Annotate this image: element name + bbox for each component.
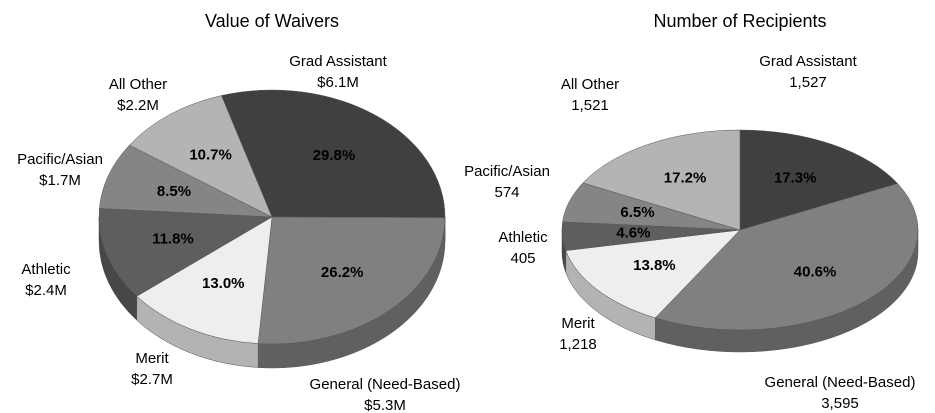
slice-percent-label: 13.0% <box>202 275 245 292</box>
slice-amount-label: 405 <box>510 250 535 267</box>
pie-slice <box>128 95 273 218</box>
slice-category-label: Grad Assistant <box>759 53 857 70</box>
slice-percent-label: 4.6% <box>616 225 650 242</box>
slice-category-label: Pacific/Asian <box>464 163 550 180</box>
pie-slice <box>739 129 899 231</box>
slice-percent-label: 29.8% <box>313 147 356 164</box>
pie-slice <box>98 208 273 297</box>
pie-slice <box>99 144 273 218</box>
slice-percent-label: 17.3% <box>774 170 817 187</box>
slice-percent-label: 40.6% <box>794 264 837 281</box>
slice-amount-label: 1,527 <box>789 74 827 91</box>
slice-category-label: All Other <box>109 76 167 93</box>
slice-category-label: General (Need-Based) <box>310 376 461 393</box>
slice-percent-label: 26.2% <box>321 264 364 281</box>
slice-amount-label: 1,521 <box>571 97 609 114</box>
slice-amount-label: 1,218 <box>559 336 597 353</box>
slice-amount-label: $6.1M <box>317 74 359 91</box>
slice-amount-label: $5.3M <box>364 397 406 413</box>
slice-amount-label: $1.7M <box>39 172 81 189</box>
slice-percent-label: 8.5% <box>157 183 191 200</box>
slice-amount-label: 574 <box>494 184 519 201</box>
pie-slice <box>257 216 446 345</box>
slice-percent-label: 10.7% <box>189 147 232 164</box>
slice-percent-label: 13.8% <box>633 257 676 274</box>
slice-category-label: Athletic <box>21 261 71 278</box>
pie-slice <box>654 183 919 331</box>
slice-category-label: General (Need-Based) <box>765 374 916 391</box>
slice-amount-label: $2.4M <box>25 282 67 299</box>
pie-slice <box>136 216 273 344</box>
slice-category-label: Merit <box>135 350 169 367</box>
slice-percent-label: 6.5% <box>620 204 654 221</box>
slice-category-label: All Other <box>561 76 619 93</box>
slice-percent-label: 11.8% <box>152 231 194 248</box>
slice-amount-label: $2.7M <box>131 371 173 388</box>
slice-amount-label: 3,595 <box>821 395 859 412</box>
slice-category-label: Grad Assistant <box>289 53 387 70</box>
slice-category-label: Merit <box>561 315 595 332</box>
slice-category-label: Pacific/Asian <box>17 151 103 168</box>
slice-amount-label: $2.2M <box>117 97 159 114</box>
pie-slice <box>221 89 446 218</box>
pie-slice <box>565 229 741 319</box>
chart-title: Value of Waivers <box>205 11 339 31</box>
pie-slice <box>582 129 741 231</box>
slice-percent-label: 17.2% <box>664 170 707 187</box>
chart-title: Number of Recipients <box>653 11 826 31</box>
slice-category-label: Athletic <box>498 229 548 246</box>
